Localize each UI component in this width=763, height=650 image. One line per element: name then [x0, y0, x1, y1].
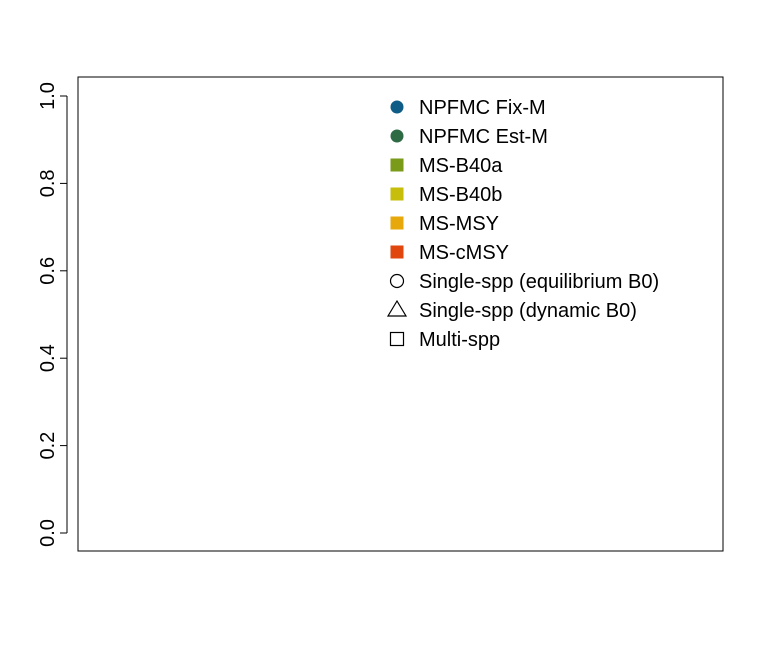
legend-label: Single-spp (dynamic B0): [419, 300, 637, 322]
legend-marker: [389, 273, 405, 289]
legend-marker: [390, 187, 404, 201]
legend-marker: [389, 331, 405, 347]
legend-marker: [390, 245, 404, 259]
legend-label: Single-spp (equilibrium B0): [419, 271, 659, 293]
legend-label: NPFMC Est-M: [419, 126, 548, 148]
legend: NPFMC Fix-M NPFMC Est-M MS-B40a MS-B40b MS-M…: [386, 97, 659, 351]
y-tick-label: 0.0: [37, 519, 59, 547]
legend-label: MS-MSY: [419, 213, 499, 235]
y-tick-label: 0.8: [37, 169, 59, 197]
legend-marker: [390, 158, 404, 172]
legend-marker: [386, 299, 408, 317]
legend-marker: [390, 216, 404, 230]
legend-label: MS-B40b: [419, 184, 502, 206]
y-tick-label: 0.2: [37, 432, 59, 460]
legend-marker: [390, 100, 404, 114]
legend-marker: [390, 129, 404, 143]
y-tick-label: 0.4: [37, 344, 59, 372]
plot-frame: [77, 76, 724, 552]
legend-label: NPFMC Fix-M: [419, 97, 546, 119]
legend-label: MS-cMSY: [419, 242, 509, 264]
y-axis-ticks: 0.0 0.2 0.4 0.6 0.8 1.0: [37, 82, 67, 547]
legend-label: Multi-spp: [419, 329, 500, 351]
y-tick-label: 0.6: [37, 257, 59, 285]
y-tick-label: 1.0: [37, 82, 59, 110]
legend-label: MS-B40a: [419, 155, 503, 177]
